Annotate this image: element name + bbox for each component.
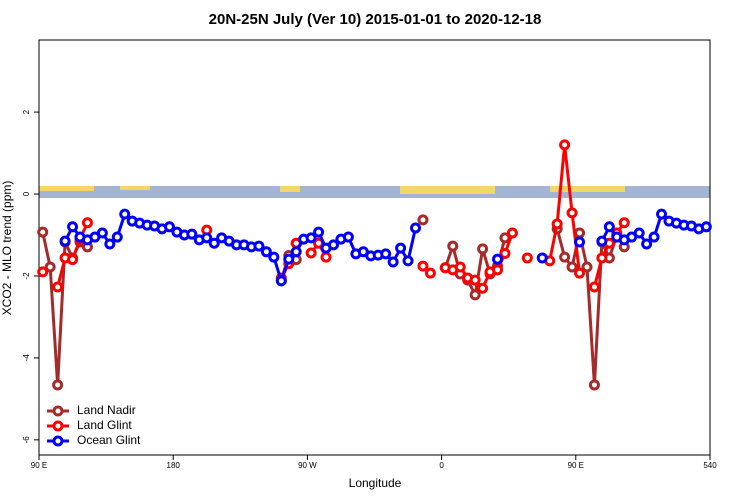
data-point: [424, 267, 436, 279]
data-point: [268, 251, 280, 263]
data-point: [499, 232, 511, 244]
data-point: [320, 251, 332, 263]
legend-label: Land Nadir: [77, 403, 136, 417]
data-point: [387, 256, 399, 268]
data-point: [551, 218, 563, 230]
data-point: [44, 261, 56, 273]
data-point: [111, 231, 123, 243]
data-point: [52, 281, 64, 293]
data-point: [163, 221, 175, 233]
y-tick-label: -6: [22, 436, 31, 444]
y-tick-label: 0: [22, 191, 31, 196]
data-point: [499, 247, 511, 259]
data-point: [81, 217, 93, 229]
data-point: [559, 139, 571, 151]
data-point: [559, 251, 571, 263]
legend-label: Land Glint: [77, 418, 132, 432]
x-tick-label: 90 W: [298, 461, 317, 470]
data-point: [380, 248, 392, 260]
data-point: [641, 238, 653, 250]
data-point: [581, 261, 593, 273]
data-point: [656, 208, 668, 220]
data-point: [290, 246, 302, 258]
data-point: [402, 255, 414, 267]
data-point: [52, 379, 64, 391]
data-point: [327, 239, 339, 251]
series-line: [41, 228, 626, 387]
data-point: [283, 253, 295, 265]
data-point: [260, 246, 272, 258]
x-tick-label: 90 E: [31, 461, 47, 470]
data-point: [566, 207, 578, 219]
chart-title: 20N-25N July (Ver 10) 2015-01-01 to 2020…: [209, 11, 542, 28]
x-tick-label: 180: [167, 461, 181, 470]
data-point: [67, 221, 79, 233]
data-point: [633, 227, 645, 239]
y-tick-label: -4: [22, 354, 31, 362]
data-point: [59, 235, 71, 247]
legend-marker: [52, 435, 64, 447]
data-point: [506, 227, 518, 239]
data-point: [186, 228, 198, 240]
data-point: [253, 240, 265, 252]
data-point: [37, 226, 49, 238]
data-point: [305, 247, 317, 259]
data-point: [275, 275, 287, 287]
data-point: [492, 253, 504, 265]
data-point: [119, 208, 131, 220]
legend-marker: [52, 405, 64, 417]
data-point: [469, 289, 481, 301]
data-point: [588, 379, 600, 391]
y-axis-label: XCO2 - MLO trend (ppm): [0, 181, 14, 316]
x-tick-label: 540: [703, 461, 717, 470]
data-point: [410, 222, 422, 234]
data-point: [603, 221, 615, 233]
data-point: [417, 214, 429, 226]
data-point: [201, 232, 213, 244]
data-point: [700, 221, 712, 233]
plot-frame: [38, 39, 711, 456]
map-strip: [39, 186, 710, 198]
data-point: [477, 282, 489, 294]
data-point: [469, 274, 481, 286]
data-point: [417, 260, 429, 272]
data-point: [648, 231, 660, 243]
data-point: [477, 243, 489, 255]
x-axis-label: Longitude: [349, 476, 402, 490]
x-tick-label: 90 E: [568, 461, 584, 470]
y-tick-label: -2: [22, 272, 31, 280]
data-point: [588, 281, 600, 293]
data-point: [566, 261, 578, 273]
y-tick-label: 2: [22, 109, 31, 114]
data-point: [96, 227, 108, 239]
data-point: [596, 252, 608, 264]
legend-label: Ocean Glint: [77, 433, 141, 447]
series-line: [56, 143, 626, 290]
data-point: [342, 231, 354, 243]
data-point: [492, 264, 504, 276]
data-point: [574, 267, 586, 279]
data-point: [596, 235, 608, 247]
data-point: [574, 236, 586, 248]
data-point: [67, 254, 79, 266]
data-point: [618, 217, 630, 229]
data-point: [305, 232, 317, 244]
x-tick-label: 0: [439, 461, 444, 470]
data-point: [395, 242, 407, 254]
data-point: [574, 227, 586, 239]
data-point: [208, 237, 220, 249]
data-point: [313, 226, 325, 238]
data-point: [104, 238, 116, 250]
data-point: [447, 240, 459, 252]
data-point: [521, 252, 533, 264]
legend-marker: [52, 420, 64, 432]
data-point: [454, 261, 466, 273]
data-point: [536, 252, 548, 264]
data-point: [37, 266, 49, 278]
